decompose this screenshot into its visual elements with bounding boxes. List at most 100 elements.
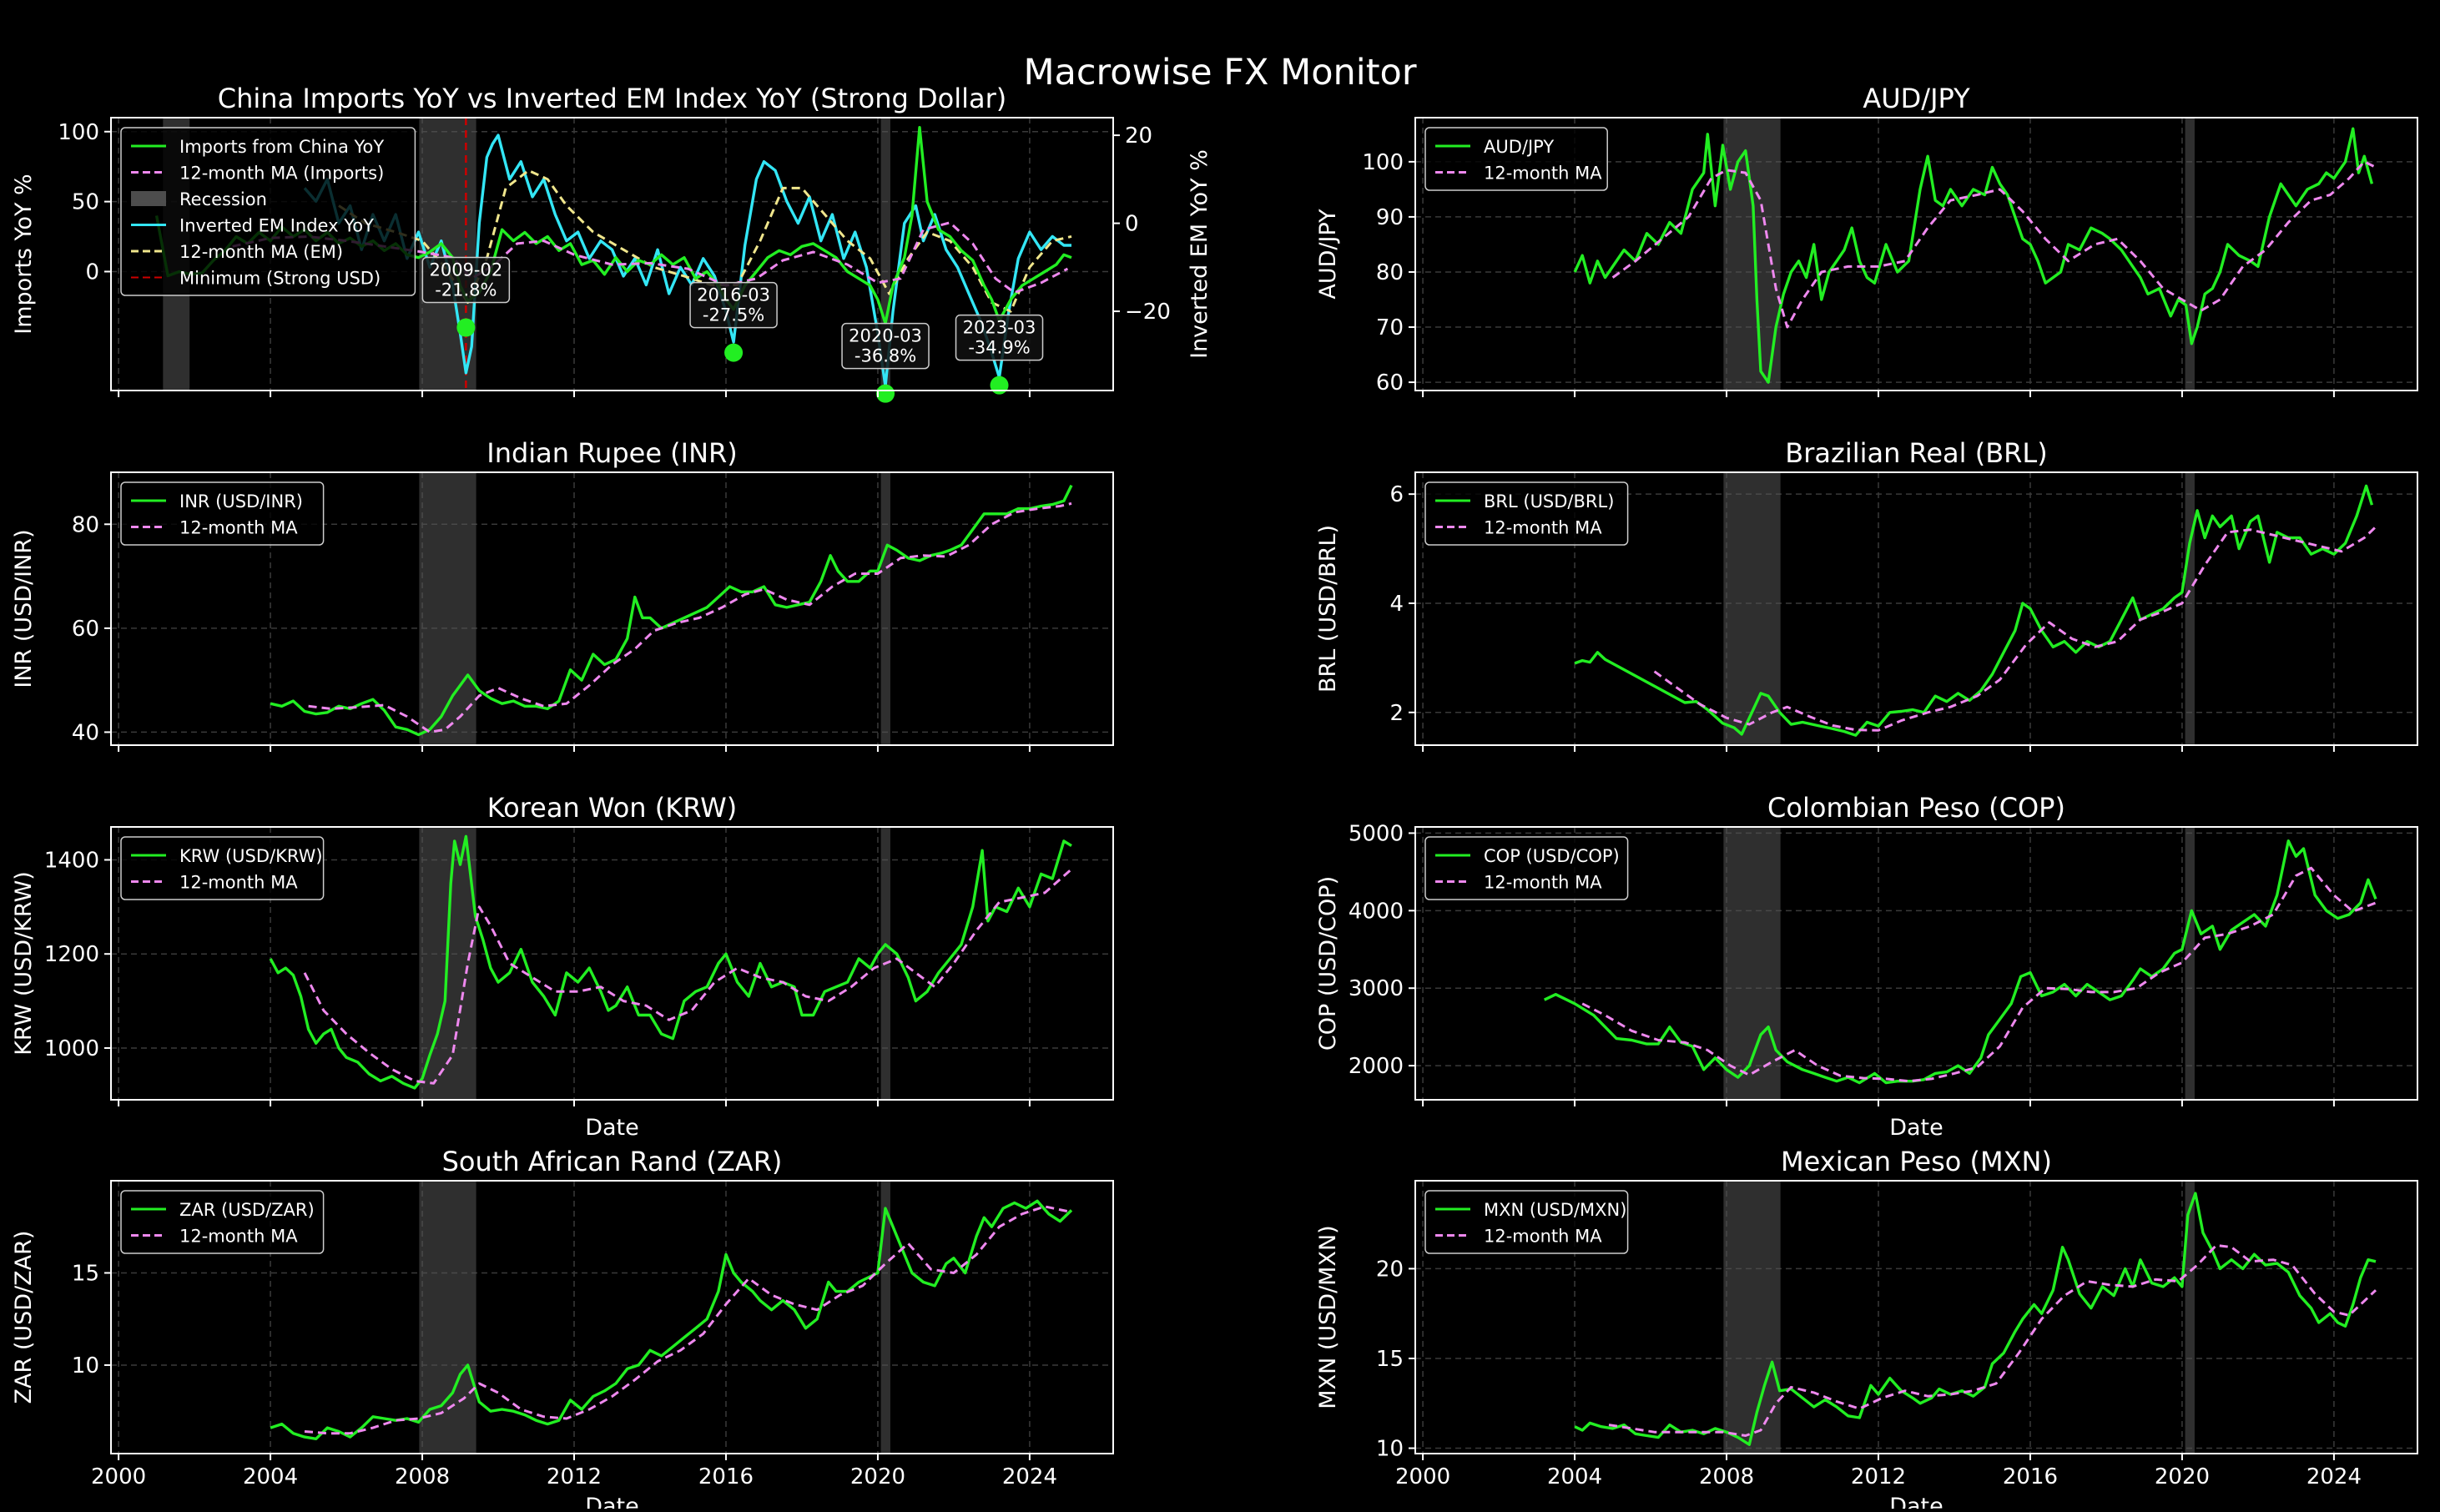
series-line-inr-usd-inr [270,484,1073,737]
x-tick-label: 2000 [1395,1464,1450,1489]
legend-box [120,127,416,296]
legend-label: Recession [179,189,267,209]
annotation-value: -27.5% [703,305,764,325]
y-axis-label: MXN (USD/MXN) [1315,1225,1341,1409]
legend-label: 12-month MA (EM) [179,242,343,262]
x-tick-label: 2008 [1699,1464,1754,1489]
legend-label: 12-month MA [1484,164,1602,184]
y-tick-label: 15 [72,1261,99,1286]
legend: BRL (USD/BRL) 12-month MA [1424,481,1629,546]
series-line-brl-usd-brl [1574,484,2374,737]
legend-label: BRL (USD/BRL) [1484,491,1614,512]
x-tick-label: 2008 [395,1464,450,1489]
legend: AUD/JPY 12-month MA [1424,127,1608,191]
legend-label: 12-month MA [1484,873,1602,893]
legend-box [120,481,325,546]
series-line-12-month-ma [1581,866,2377,1083]
y-axis-label: BRL (USD/BRL) [1315,525,1341,693]
panel-title: Indian Rupee (INR) [486,437,738,469]
axes-frame [1414,826,2418,1101]
annotation-box [841,322,930,370]
y-tick-label: 100 [58,120,99,145]
x-tick-label: 2012 [1851,1464,1906,1489]
legend-label: Inverted EM Index YoY [179,216,374,236]
minimum-marker [724,343,744,362]
y-tick-label: 1000 [44,1036,99,1061]
legend-label: 12-month MA [179,518,298,538]
y-tick-label: 0 [85,260,99,285]
y-tick-label: 60 [1376,370,1404,396]
series-line-12-month-ma [303,868,1072,1085]
panel-title: Mexican Peso (MXN) [1781,1146,2052,1177]
x-axis-label: Date [1889,1115,1943,1141]
axes-frame [110,117,1114,391]
y-tick-label: 80 [72,512,99,537]
y-axis-label: AUD/JPY [1315,209,1341,300]
recession-band [880,472,890,745]
minimum-marker [876,384,895,403]
y-tick-label: 15 [1376,1347,1404,1372]
y-tick-label: 3000 [1349,976,1404,1001]
x-axis-label: Date [585,1115,639,1141]
y2-axis-label: Inverted EM YoY % [1187,149,1212,359]
series-line-12-month-ma [1611,160,2377,329]
figure-title: Macrowise FX Monitor [1023,52,1417,93]
panel-title: Korean Won (KRW) [487,792,738,824]
legend: INR (USD/INR) 12-month MA [120,481,325,546]
legend-box [1424,836,1629,900]
legend-label: 12-month MA [179,873,298,893]
y2-tick-label: −20 [1125,300,1171,325]
y-tick-label: 100 [1362,150,1404,175]
legend: KRW (USD/KRW) 12-month MA [120,836,325,900]
legend-label: AUD/JPY [1484,137,1554,157]
legend: COP (USD/COP) 12-month MA [1424,836,1629,900]
recession-band [2185,1181,2195,1454]
panel-title: China Imports YoY vs Inverted EM Index Y… [218,83,1006,114]
x-tick-label: 2024 [1002,1464,1057,1489]
x-tick-label: 2024 [2306,1464,2362,1489]
y-tick-label: 1400 [44,848,99,873]
legend-label: 12-month MA [1484,518,1602,538]
legend-label: MXN (USD/MXN) [1484,1200,1626,1220]
x-tick-label: 2004 [243,1464,298,1489]
legend-label: INR (USD/INR) [179,491,303,512]
panel-krw: 1000 1200 1400 Korean Won (KRW) KRW (USD/KRW… [11,792,1114,1141]
panel-audjpy: 60 70 80 90 100 AUD/JPY AUD/JPY AUD/JPY 12-month… [1315,83,2418,397]
x-axis-label: Date [1889,1494,1943,1509]
x-tick-label: 2020 [850,1464,905,1489]
axes-frame [110,1180,1114,1454]
series-line-aud-jpy [1573,127,2374,384]
series-line-krw-usd-krw [269,834,1072,1090]
axes-frame [1414,471,2418,746]
y-axis-label: Imports YoY % [11,174,37,334]
x-tick-label: 2012 [547,1464,602,1489]
legend-box [1424,481,1629,546]
panel-title: South African Rand (ZAR) [442,1146,783,1177]
minimum-marker [456,318,476,337]
legend: ZAR (USD/ZAR) 12-month MA [120,1190,325,1254]
series-line-12-month-ma [308,501,1072,733]
axes-frame [1414,117,2418,391]
y-tick-label: 80 [1376,260,1404,285]
y-tick-label: 4 [1389,592,1404,617]
y-tick-label: 50 [72,190,99,215]
annotation-value: -36.8% [855,346,916,366]
y-tick-label: 2000 [1349,1054,1404,1079]
legend-label: Imports from China YoY [179,137,384,157]
annotation-date: 2009-02 [429,260,502,280]
y-tick-label: 20 [1376,1257,1404,1282]
x-tick-label: 2020 [2155,1464,2210,1489]
legend-label: 12-month MA [1484,1227,1602,1247]
panel-title: Colombian Peso (COP) [1767,792,2065,824]
legend-box [120,1190,325,1254]
y-axis-label: INR (USD/INR) [11,529,37,688]
x-tick-label: 2000 [91,1464,146,1489]
y-tick-label: 40 [72,720,99,745]
y-tick-label: 1200 [44,942,99,967]
y-tick-label: 5000 [1349,821,1404,846]
legend-box [120,836,325,900]
legend-label: Minimum (Strong USD) [179,269,381,289]
